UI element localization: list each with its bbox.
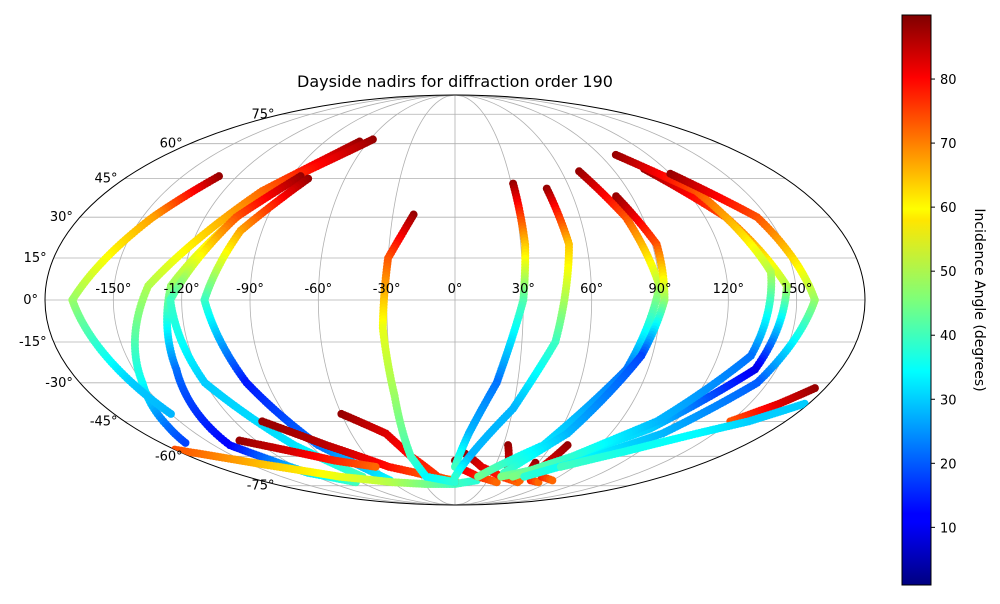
colorbar-tick-label: 10 (940, 521, 957, 536)
lon-tick-label: -30° (373, 282, 401, 297)
grid-meridian (454, 94, 593, 506)
lat-tick-label: 0° (23, 293, 38, 308)
colorbar-tick-label: 20 (940, 457, 957, 472)
map-outline (44, 94, 866, 506)
data-point (548, 476, 557, 485)
lon-tick-label: 120° (713, 282, 744, 297)
data-point (451, 472, 459, 481)
grid-meridian (454, 94, 798, 506)
lat-tick-label: -75° (247, 479, 275, 494)
data-point (181, 438, 190, 447)
colorbar: 10 20 30 40 50 60 70 80 Incidence Angle (degree… (901, 14, 987, 586)
lat-tick-label: 15° (24, 251, 47, 266)
colorbar-tick-label: 70 (940, 137, 957, 152)
data-point (371, 462, 380, 471)
lat-tick-label: -30° (45, 376, 73, 391)
colorbar-ticks: 10 20 30 40 50 60 70 80 (931, 73, 957, 536)
lat-tick-label: -15° (19, 335, 47, 350)
data-point (166, 409, 175, 418)
colorbar-gradient (901, 14, 932, 586)
colorbar-tick-label: 80 (940, 73, 957, 88)
data-point (474, 472, 483, 481)
lon-tick-label: 30° (512, 282, 535, 297)
lon-tick-label: -120° (164, 282, 200, 297)
lon-tick-label: -60° (304, 282, 332, 297)
data-points (68, 135, 819, 488)
colorbar-tick-label: 60 (940, 201, 957, 216)
lat-tick-label: 75° (251, 107, 274, 122)
data-point (492, 478, 501, 487)
colorbar-tick-label: 40 (940, 329, 957, 344)
colorbar-label: Incidence Angle (degrees) (971, 208, 987, 391)
lat-tick-label: 30° (50, 210, 73, 225)
data-point (451, 478, 459, 487)
grid-meridian (454, 94, 729, 506)
data-point (556, 462, 565, 471)
lon-tick-label: 90° (648, 282, 671, 297)
lon-tick-label: 60° (580, 282, 603, 297)
lon-tick-label: -90° (236, 282, 264, 297)
chart-title: Dayside nadirs for diffraction order 190 (297, 72, 613, 91)
data-point (520, 472, 529, 481)
colorbar-tick-label: 30 (940, 393, 957, 408)
lon-tick-label: 0° (448, 282, 463, 297)
lat-tick-label: 45° (95, 172, 118, 187)
lat-tick-label: -60° (155, 449, 183, 464)
lon-tick-label: -150° (95, 282, 131, 297)
data-point (497, 472, 506, 481)
grid-meridian (181, 94, 456, 506)
data-point (508, 472, 517, 481)
lat-tick-label: 60° (160, 137, 183, 152)
colorbar-tick-label: 50 (940, 265, 957, 280)
lat-tick-label: -45° (90, 414, 118, 429)
lon-tick-label: 150° (781, 282, 812, 297)
